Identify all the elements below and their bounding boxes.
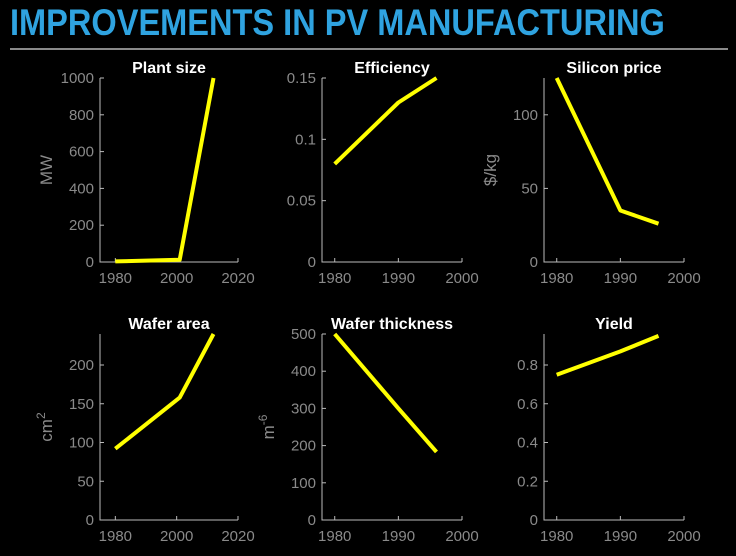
data-series-line — [556, 334, 660, 377]
x-tick-label: 1980 — [540, 528, 573, 545]
chart-title: Efficiency — [354, 60, 430, 77]
x-tick-label: 2000 — [160, 528, 193, 545]
chart-title: Yield — [595, 316, 633, 333]
y-axis-label: MW — [37, 155, 56, 185]
chart-panel-4: Wafer area 0 50 100 150 200 1980 2000 2020 cm2 — [34, 316, 255, 545]
x-tick-label: 2020 — [221, 528, 254, 545]
chart-panel-1: Plant size 0 200 400 600 800 1000 1980 2000 2020 M… — [37, 60, 255, 287]
chart-title: Wafer area — [128, 316, 209, 333]
y-tick-label: 300 — [291, 400, 316, 417]
y-tick-label: 0.05 — [287, 193, 316, 210]
y-tick-label: 0 — [308, 254, 316, 271]
y-tick-label: 0 — [86, 512, 94, 529]
y-tick-label: 100 — [291, 475, 316, 492]
y-tick-label: 600 — [69, 144, 94, 161]
x-tick-label: 1990 — [382, 270, 415, 287]
axis-lines — [321, 334, 462, 521]
y-tick-label: 50 — [77, 473, 94, 490]
y-tick-label: 0.8 — [517, 357, 538, 374]
chart-title: Plant size — [132, 60, 206, 77]
chart-panel-3: Silicon price 0 50 100 1980 1990 2000 $/kg — [481, 60, 701, 287]
y-tick-label: 0.6 — [517, 396, 538, 413]
chart-panel-2: Efficiency 0 0.05 0.1 0.15 1980 1990 2000 — [287, 60, 479, 287]
chart-title: Wafer thickness — [331, 316, 453, 333]
y-tick-label: 400 — [291, 363, 316, 380]
y-tick-label: 0 — [308, 512, 316, 529]
y-tick-label: 0.2 — [517, 473, 538, 490]
x-tick-label: 2020 — [221, 270, 254, 287]
x-tick-label: 1990 — [382, 528, 415, 545]
y-tick-label: 400 — [69, 180, 94, 197]
y-axis-label-superscript: -6 — [256, 414, 270, 425]
y-tick-label: 100 — [69, 435, 94, 452]
y-tick-label: 200 — [291, 438, 316, 455]
x-tick-label: 1980 — [540, 270, 573, 287]
axis-lines — [99, 334, 238, 521]
y-axis-label-text: m — [259, 425, 278, 439]
y-tick-label: 0.4 — [517, 435, 538, 452]
y-axis-label-text: MW — [37, 155, 56, 185]
x-tick-label: 1980 — [99, 528, 132, 545]
y-tick-label: 0.1 — [295, 131, 316, 148]
x-tick-label: 1990 — [604, 528, 637, 545]
x-tick-label: 1990 — [604, 270, 637, 287]
data-series-line — [115, 77, 216, 264]
y-axis-label-text: cm — [37, 419, 56, 442]
slide-title: IMPROVEMENTS IN PV MANUFACTURING — [10, 2, 665, 43]
y-tick-label: 150 — [69, 396, 94, 413]
y-tick-label: 0 — [530, 254, 538, 271]
chart-panel-5: Wafer thickness 0 100 200 300 400 500 1980 1990 2… — [256, 316, 479, 545]
x-tick-label: 2000 — [667, 270, 700, 287]
data-series-line — [554, 77, 660, 226]
x-tick-label: 2000 — [445, 528, 478, 545]
y-axis-label: m-6 — [256, 414, 278, 439]
axis-lines — [543, 334, 684, 521]
y-tick-label: 50 — [521, 180, 538, 197]
data-series-line — [114, 333, 216, 451]
axis-lines — [321, 78, 462, 263]
title-divider — [10, 48, 728, 50]
y-tick-label: 1000 — [61, 70, 94, 87]
y-axis-label-superscript: 2 — [34, 412, 48, 419]
y-tick-label: 0.15 — [287, 70, 316, 87]
y-tick-label: 0 — [86, 254, 94, 271]
axis-lines — [99, 78, 238, 263]
axis-lines — [543, 78, 684, 263]
x-tick-label: 1980 — [318, 528, 351, 545]
y-tick-label: 200 — [69, 217, 94, 234]
x-tick-label: 2000 — [667, 528, 700, 545]
x-tick-label: 2000 — [445, 270, 478, 287]
y-axis-label: cm2 — [34, 412, 56, 442]
y-axis-label: $/kg — [481, 154, 500, 186]
y-axis-label-text: $/kg — [481, 154, 500, 186]
data-series-line — [333, 332, 439, 454]
x-tick-label: 1980 — [318, 270, 351, 287]
chart-panel-6: Yield 0 0.2 0.4 0.6 0.8 1980 1990 2000 — [517, 316, 701, 545]
chart-title: Silicon price — [566, 60, 661, 77]
y-tick-label: 500 — [291, 326, 316, 343]
y-tick-label: 800 — [69, 107, 94, 124]
y-tick-label: 200 — [69, 357, 94, 374]
x-tick-label: 2000 — [160, 270, 193, 287]
y-tick-label: 100 — [513, 107, 538, 124]
data-series-line — [333, 76, 438, 166]
y-tick-label: 0 — [530, 512, 538, 529]
x-tick-label: 1980 — [99, 270, 132, 287]
